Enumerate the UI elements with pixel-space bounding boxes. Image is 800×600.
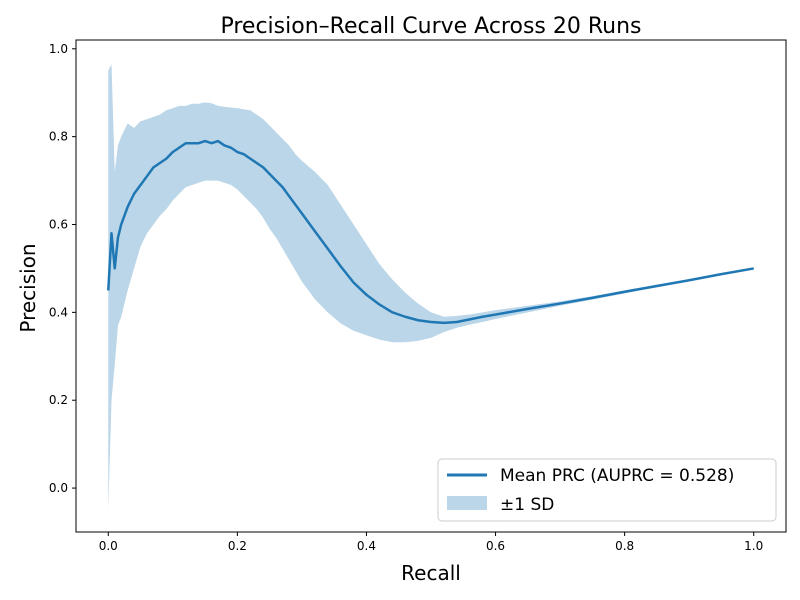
x-tick-label: 1.0 bbox=[744, 539, 763, 553]
y-tick-label: 0.4 bbox=[49, 305, 68, 319]
legend-label-sd: ±1 SD bbox=[500, 495, 554, 515]
x-axis-title: Recall bbox=[401, 561, 461, 585]
y-tick-label: 1.0 bbox=[49, 42, 68, 56]
legend: Mean PRC (AUPRC = 0.528) ±1 SD bbox=[437, 458, 777, 522]
x-axis: 0.0 0.2 0.4 0.6 0.8 1.0 bbox=[99, 532, 763, 553]
mean-prc-line bbox=[107, 139, 754, 325]
x-tick-label: 0.2 bbox=[228, 539, 247, 553]
y-tick-label: 0.8 bbox=[49, 130, 68, 144]
legend-label-mean: Mean PRC (AUPRC = 0.528) bbox=[500, 466, 734, 486]
legend-band-swatch bbox=[447, 496, 487, 510]
y-tick-label: 0.2 bbox=[49, 393, 68, 407]
x-tick-label: 0.4 bbox=[357, 539, 376, 553]
y-axis: 0.0 0.2 0.4 0.6 0.8 1.0 bbox=[49, 42, 76, 495]
y-tick-label: 0.6 bbox=[49, 218, 68, 232]
y-tick-label: 0.0 bbox=[49, 481, 68, 495]
plot-frame bbox=[75, 39, 787, 533]
x-tick-label: 0.0 bbox=[99, 539, 118, 553]
legend-box bbox=[437, 458, 777, 522]
mean-line-layer bbox=[107, 139, 754, 325]
chart-title: Precision–Recall Curve Across 20 Runs bbox=[220, 14, 641, 39]
x-tick-label: 0.8 bbox=[615, 539, 634, 553]
y-axis-title: Precision bbox=[16, 243, 40, 332]
x-tick-label: 0.6 bbox=[486, 539, 505, 553]
